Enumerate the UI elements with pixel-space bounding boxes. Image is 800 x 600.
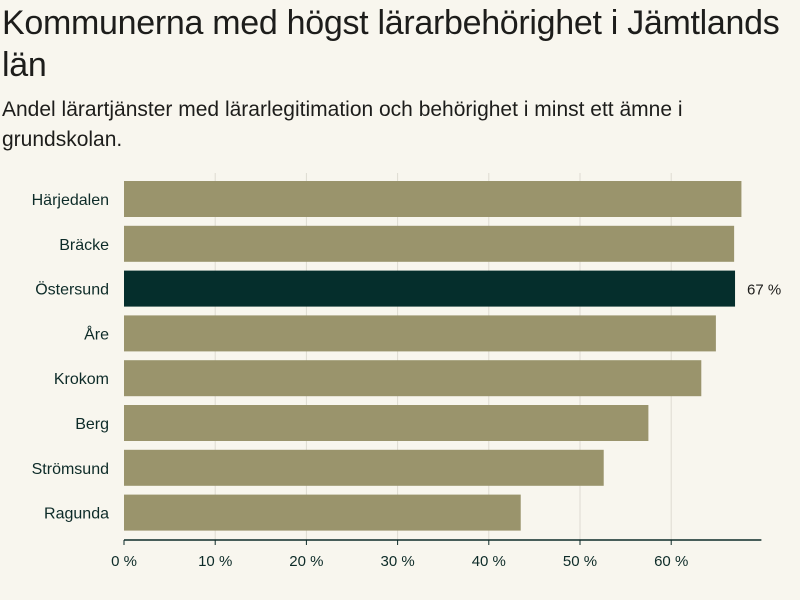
x-tick-label: 0 % [111,553,137,570]
category-label: Ragunda [44,506,109,523]
bar-östersund [124,270,736,307]
category-label: Åre [84,324,109,343]
chart-subtitle: Andel lärartjänster med lärarlegitimatio… [2,98,683,151]
chart-title: Kommunerna med högst lärarbehörighet i J… [2,4,780,84]
bar-bräcke [124,225,735,262]
category-label: Krokom [54,371,109,388]
category-label: Härjedalen [32,192,109,209]
x-tick-label: 60 % [654,553,688,570]
category-label: Strömsund [32,461,109,478]
bar-strömsund [124,449,604,486]
data-label: 67 % [747,282,781,299]
category-label: Bräcke [59,237,109,254]
x-tick-label: 30 % [380,553,414,570]
category-label: Berg [75,416,109,433]
x-tick-label: 10 % [198,553,232,570]
x-tick-label: 50 % [563,553,597,570]
x-tick-label: 20 % [289,553,323,570]
bars [124,181,742,531]
x-axis: 0 % 10 % 20 % 30 % 40 % 50 % 60 % [111,539,762,570]
bar-åre [124,315,716,352]
category-labels: Härjedalen Bräcke Östersund Åre Krokom Berg St… [32,192,782,523]
bar-krokom [124,360,702,397]
bar-härjedalen [124,181,742,217]
category-label: Östersund [35,281,109,299]
bar-ragunda [124,494,521,531]
bar-berg [124,405,649,441]
x-tick-label: 40 % [472,553,506,570]
